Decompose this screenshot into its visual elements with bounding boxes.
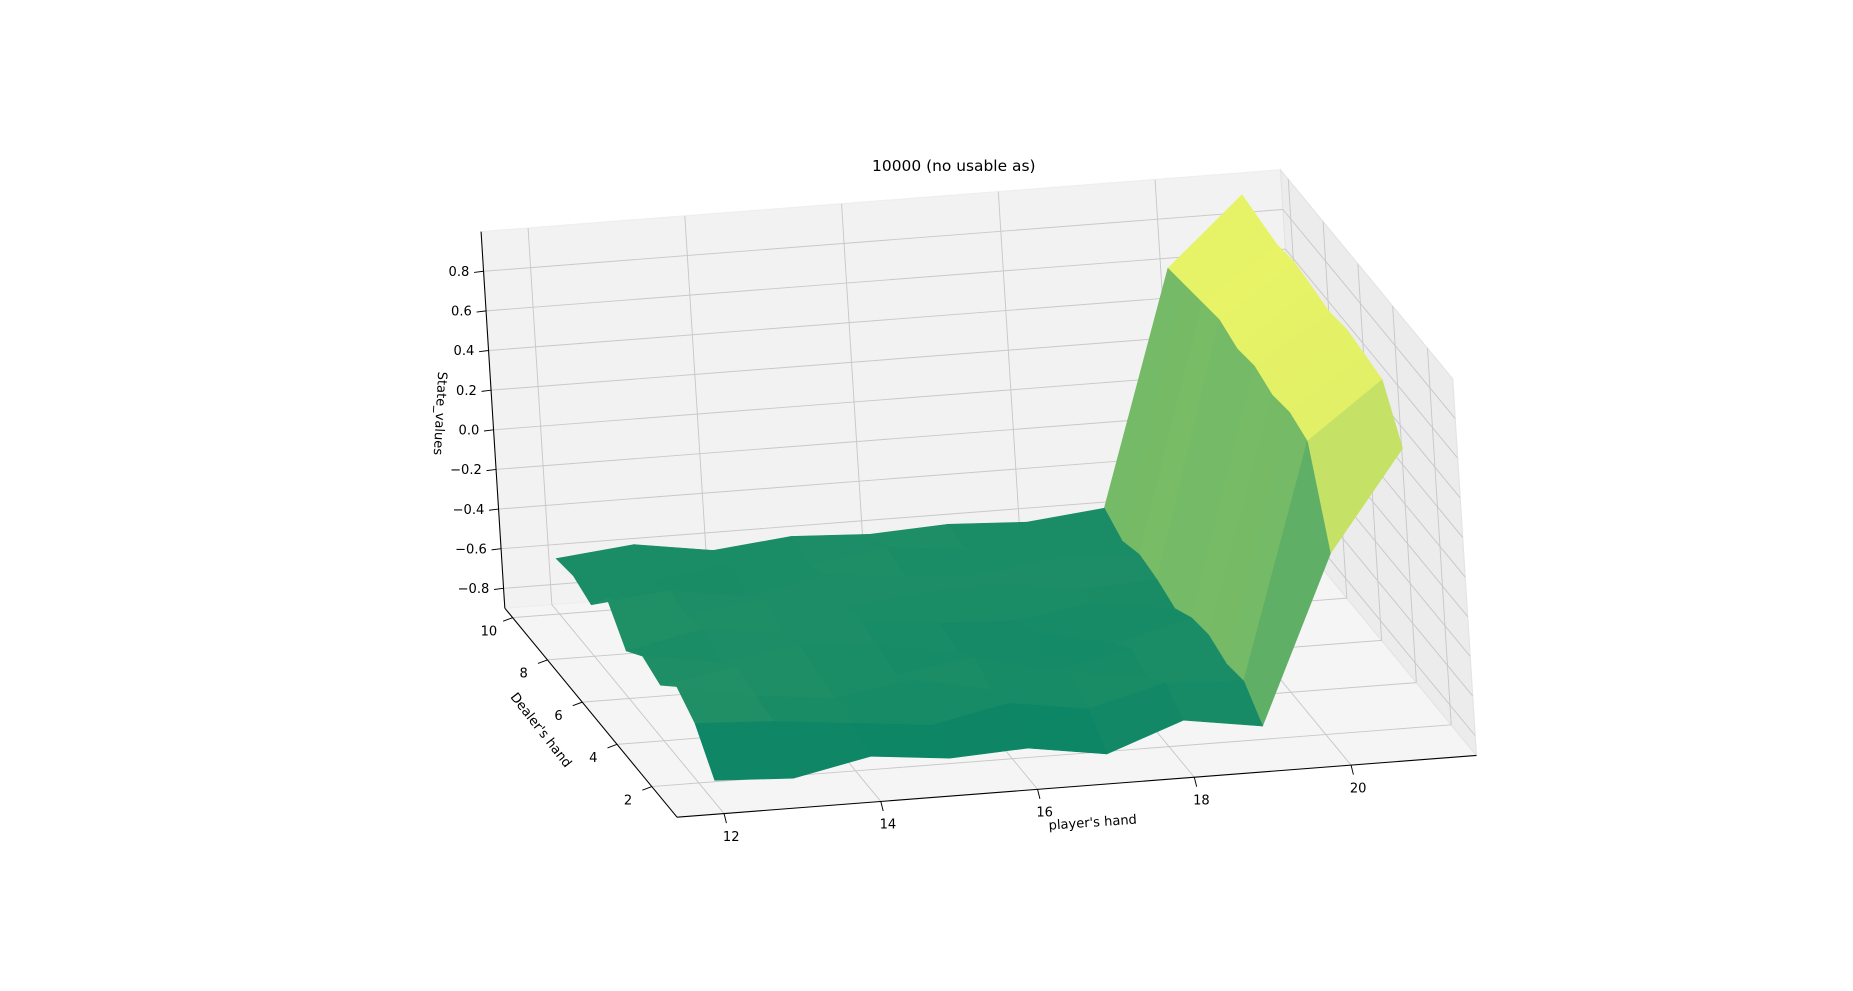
tick-mark	[502, 617, 513, 622]
grid-line	[1392, 306, 1417, 683]
grid-line	[1282, 209, 1456, 419]
tick-mark	[880, 801, 884, 812]
grid-line	[1426, 348, 1452, 725]
tick-mark	[491, 548, 502, 551]
tick-mark	[607, 743, 618, 749]
plot-area: 10000 (no usable as) player's hand Deale…	[430, 157, 1478, 845]
z-tick-label: 0.8	[449, 265, 470, 280]
y-tick-label: 10	[481, 624, 498, 639]
tick-mark	[489, 508, 499, 511]
x-axis-label: player's hand	[1048, 813, 1137, 834]
z-tick-label: −0.2	[450, 463, 482, 478]
grid-line	[483, 209, 1283, 272]
grid-line	[527, 227, 553, 605]
z-tick-label: −0.4	[453, 503, 485, 518]
y-tick-label: 4	[589, 751, 597, 766]
surface-face	[694, 721, 794, 781]
tick-mark	[484, 429, 494, 432]
x-tick-label: 16	[1036, 806, 1053, 821]
grid-line	[488, 288, 1288, 351]
chart-title: 10000 (no usable as)	[872, 157, 1035, 175]
grid-line	[997, 191, 1023, 569]
grid-line	[1302, 526, 1476, 736]
x-tick-label: 18	[1193, 793, 1210, 808]
grid-line	[841, 203, 866, 581]
tick-mark	[1037, 789, 1041, 799]
z-axis-label: State_values	[430, 371, 449, 455]
y-axis-line	[504, 607, 678, 818]
tick-mark	[723, 813, 727, 824]
z-tick-label: 0.0	[459, 423, 480, 438]
z-tick-label: −0.8	[458, 582, 490, 597]
x-tick-label: 14	[880, 818, 897, 833]
grid-line	[486, 248, 1286, 312]
x-axis-line	[677, 754, 1477, 818]
tick-mark	[537, 659, 548, 664]
x-tick-label: 20	[1350, 781, 1367, 796]
y-tick-label: 8	[520, 667, 528, 682]
grid-line	[1285, 248, 1459, 459]
tick-mark	[481, 389, 492, 392]
x-tick-label: 12	[723, 830, 740, 845]
grid-line	[684, 215, 710, 593]
tick-mark	[494, 587, 504, 590]
tick-mark	[486, 468, 497, 472]
tick-mark	[1350, 765, 1354, 775]
y-tick-label: 2	[624, 793, 632, 808]
z-tick-label: 0.4	[454, 344, 475, 359]
y-axis-label: Dealer's hand	[507, 690, 574, 771]
z-tick-label: 0.6	[451, 305, 472, 320]
grid-line	[551, 604, 725, 814]
z-tick-label: 0.2	[456, 384, 477, 399]
tick-mark	[642, 786, 652, 791]
tick-mark	[478, 350, 489, 353]
y-tick-label: 6	[554, 709, 562, 724]
z-tick-label: −0.6	[455, 542, 487, 557]
tick-mark	[476, 310, 487, 313]
z-axis-line	[480, 231, 506, 609]
tick-mark	[473, 270, 484, 273]
tick-mark	[572, 701, 583, 707]
tick-mark	[1193, 777, 1198, 787]
